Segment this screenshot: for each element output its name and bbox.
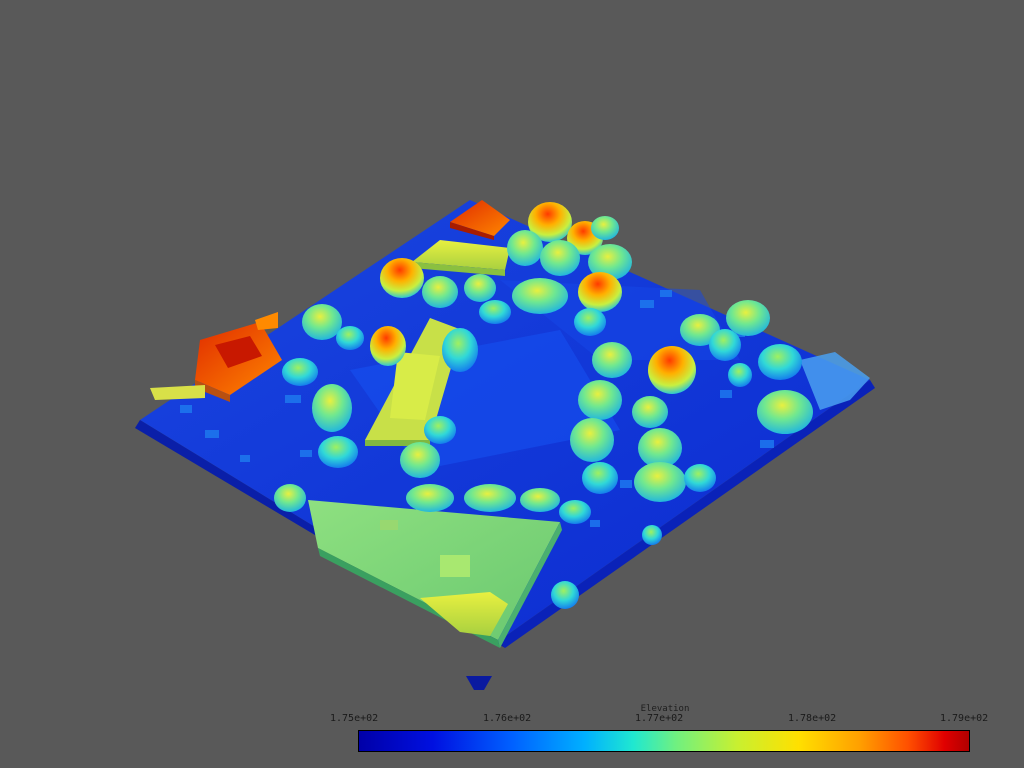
scalar-bar-tick: 1.75e+02 [330, 713, 379, 724]
stray-point-marker [466, 676, 492, 690]
scalar-bar-tick: 1.77e+02 [635, 713, 684, 724]
building-red-house-left [150, 312, 282, 402]
scalar-bar-tick: 1.78e+02 [788, 713, 837, 724]
colormap-gradient-bar [358, 730, 970, 752]
building-top-yellow [412, 240, 510, 276]
vegetation-trees [274, 202, 813, 609]
building-large-flat-roof [308, 500, 562, 648]
scalar-bar-title: Elevation [640, 704, 690, 714]
scalar-bar-tick: 1.79e+02 [940, 713, 989, 724]
building-red-pitched-top [450, 200, 510, 240]
scalar-bar-tick: 1.76e+02 [483, 713, 532, 724]
scalar-bar-legend: Elevation 1.75e+02 1.76e+02 1.77e+02 1.7… [330, 704, 1000, 756]
